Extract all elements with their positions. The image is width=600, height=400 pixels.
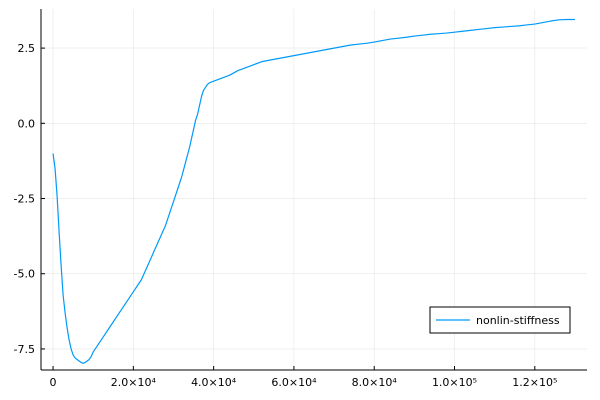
series-layer [52, 18, 575, 364]
x-tick-label: 6.0×10⁴ [271, 376, 317, 389]
grid [41, 9, 587, 370]
x-tick-label: 4.0×10⁴ [191, 376, 237, 389]
x-tick-label: 1.0×10⁵ [432, 376, 477, 389]
series-line-nonlin-stiffness [52, 18, 575, 364]
x-tick-label: 1.2×10⁵ [512, 376, 557, 389]
legend: nonlin-stiffness [429, 306, 571, 334]
y-tick-label: -5.0 [14, 268, 35, 281]
x-tick-label: 0 [50, 376, 57, 389]
legend-label: nonlin-stiffness [476, 314, 560, 327]
tick-labels: 0 2.0×10⁴ 4.0×10⁴ 6.0×10⁴ 8.0×10⁴ 1.0×10⁵ 1.2×… [14, 42, 558, 389]
y-tick-label: 2.5 [18, 42, 36, 55]
y-tick-label: -7.5 [14, 343, 35, 356]
x-tick-label: 2.0×10⁴ [111, 376, 157, 389]
y-tick-label: -2.5 [14, 193, 35, 206]
x-tick-label: 8.0×10⁴ [352, 376, 398, 389]
axes [40, 9, 587, 371]
y-tick-label: 0.0 [18, 117, 36, 130]
